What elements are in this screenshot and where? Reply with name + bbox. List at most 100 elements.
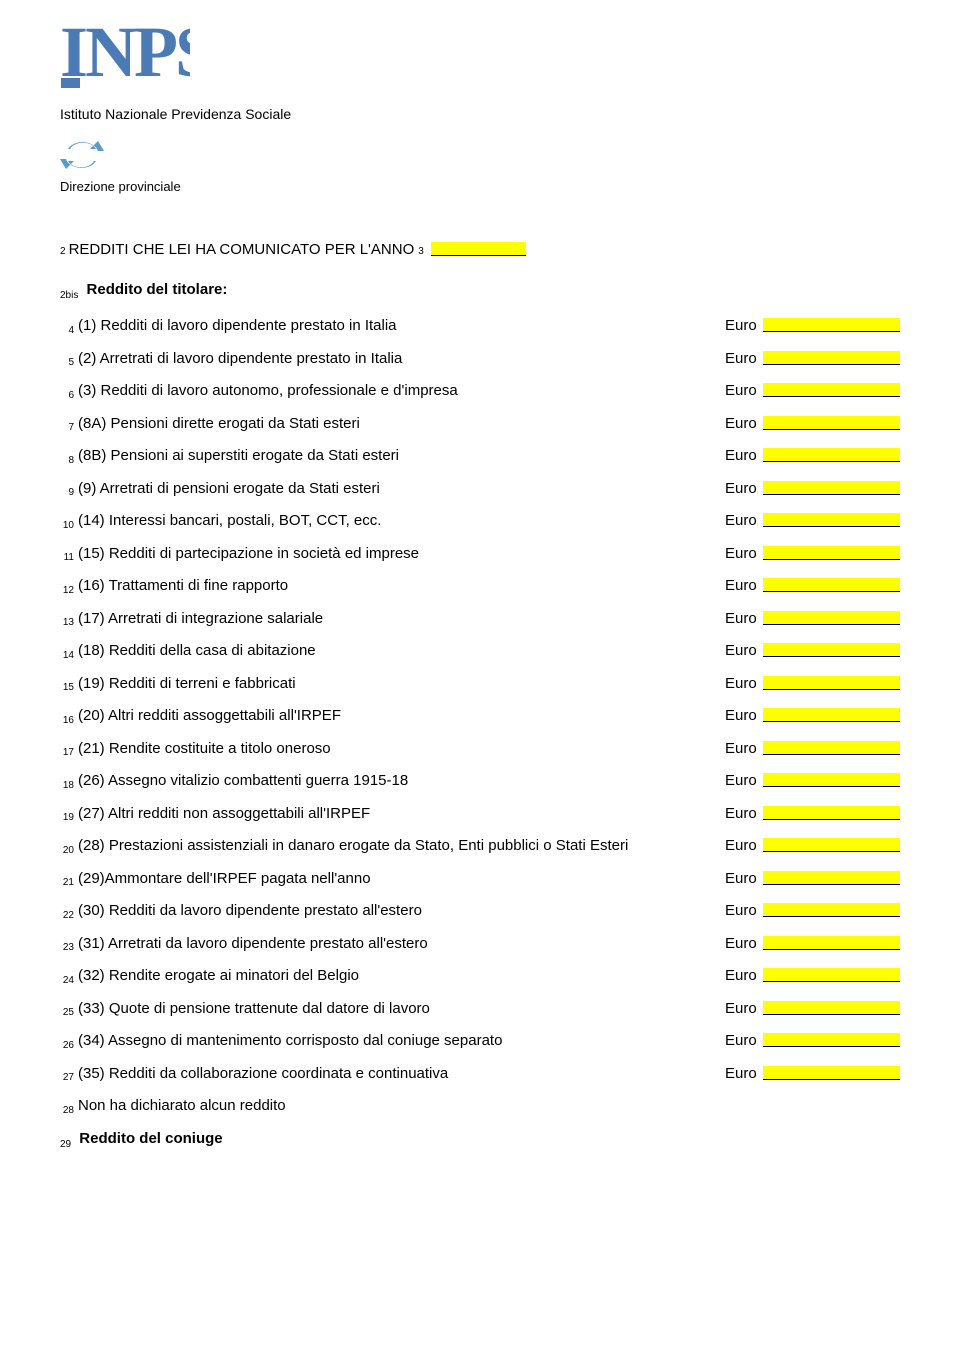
- euro-column: Euro: [725, 478, 900, 501]
- institute-subtitle: Istituto Nazionale Previdenza Sociale: [60, 104, 900, 125]
- row-label: (26) Assegno vitalizio combattenti guerr…: [78, 770, 725, 793]
- euro-label: Euro: [725, 510, 757, 533]
- amount-field[interactable]: [763, 968, 900, 982]
- amount-field[interactable]: [763, 741, 900, 755]
- income-row: 13(17) Arretrati di integrazione salaria…: [60, 608, 900, 631]
- direzione-label: Direzione provinciale: [60, 177, 900, 197]
- inps-logo-svg: INPS: [60, 20, 190, 90]
- amount-field[interactable]: [763, 416, 900, 430]
- row-label: (31) Arretrati da lavoro dipendente pres…: [78, 933, 725, 956]
- amount-field[interactable]: [763, 806, 900, 820]
- recycle-arrows-icon: [60, 135, 104, 175]
- euro-column: Euro: [725, 640, 900, 663]
- euro-column: Euro: [725, 1063, 900, 1086]
- amount-field[interactable]: [763, 383, 900, 397]
- row-subscript: 4: [60, 323, 78, 338]
- row-label: (8A) Pensioni dirette erogati da Stati e…: [78, 413, 725, 436]
- amount-field[interactable]: [763, 643, 900, 657]
- section-coniuge: 29 Reddito del coniuge: [60, 1128, 900, 1152]
- row-label: (9) Arretrati di pensioni erogate da Sta…: [78, 478, 725, 501]
- row-label: (28) Prestazioni assistenziali in danaro…: [78, 835, 725, 858]
- income-row: 19(27) Altri redditi non assoggettabili …: [60, 803, 900, 826]
- row-subscript: 23: [60, 940, 78, 955]
- euro-column: Euro: [725, 543, 900, 566]
- anno-field[interactable]: [431, 242, 526, 256]
- amount-field[interactable]: [763, 318, 900, 332]
- row-subscript: 15: [60, 680, 78, 695]
- row-subscript: 9: [60, 485, 78, 500]
- amount-field[interactable]: [763, 546, 900, 560]
- euro-column: Euro: [725, 998, 900, 1021]
- amount-field[interactable]: [763, 708, 900, 722]
- euro-label: Euro: [725, 998, 757, 1021]
- euro-column: Euro: [725, 445, 900, 468]
- amount-field[interactable]: [763, 676, 900, 690]
- income-row: 26(34) Assegno di mantenimento corrispos…: [60, 1030, 900, 1053]
- amount-field[interactable]: [763, 903, 900, 917]
- income-row: 18(26) Assegno vitalizio combattenti gue…: [60, 770, 900, 793]
- title-suffix-num: 3: [418, 244, 424, 259]
- row-subscript: 5: [60, 355, 78, 370]
- amount-field[interactable]: [763, 513, 900, 527]
- row-subscript: 6: [60, 388, 78, 403]
- amount-field[interactable]: [763, 838, 900, 852]
- row-subscript: 26: [60, 1038, 78, 1053]
- row-subscript: 25: [60, 1005, 78, 1020]
- income-row: 7(8A) Pensioni dirette erogati da Stati …: [60, 413, 900, 436]
- amount-field[interactable]: [763, 611, 900, 625]
- row-subscript: 13: [60, 615, 78, 630]
- amount-field[interactable]: [763, 1033, 900, 1047]
- euro-column: Euro: [725, 413, 900, 436]
- amount-field[interactable]: [763, 1066, 900, 1080]
- income-row: 16(20) Altri redditi assoggettabili all'…: [60, 705, 900, 728]
- row-label: (8B) Pensioni ai superstiti erogate da S…: [78, 445, 725, 468]
- euro-label: Euro: [725, 348, 757, 371]
- euro-label: Euro: [725, 673, 757, 696]
- euro-label: Euro: [725, 315, 757, 338]
- euro-label: Euro: [725, 543, 757, 566]
- amount-field[interactable]: [763, 448, 900, 462]
- amount-field[interactable]: [763, 1001, 900, 1015]
- euro-label: Euro: [725, 868, 757, 891]
- euro-column: Euro: [725, 380, 900, 403]
- income-row: 23(31) Arretrati da lavoro dipendente pr…: [60, 933, 900, 956]
- row-subscript: 16: [60, 713, 78, 728]
- euro-label: Euro: [725, 575, 757, 598]
- income-row: 28Non ha dichiarato alcun reddito: [60, 1095, 900, 1118]
- income-row: 12(16) Trattamenti di fine rapportoEuro: [60, 575, 900, 598]
- income-row: 10(14) Interessi bancari, postali, BOT, …: [60, 510, 900, 533]
- income-row: 6(3) Redditi di lavoro autonomo, profess…: [60, 380, 900, 403]
- amount-field[interactable]: [763, 481, 900, 495]
- row-label: (20) Altri redditi assoggettabili all'IR…: [78, 705, 725, 728]
- euro-label: Euro: [725, 1030, 757, 1053]
- euro-column: Euro: [725, 705, 900, 728]
- income-row: 11(15) Redditi di partecipazione in soci…: [60, 543, 900, 566]
- row-label: (18) Redditi della casa di abitazione: [78, 640, 725, 663]
- row-label: (30) Redditi da lavoro dipendente presta…: [78, 900, 725, 923]
- row-label: (27) Altri redditi non assoggettabili al…: [78, 803, 725, 826]
- euro-column: Euro: [725, 835, 900, 858]
- euro-column: Euro: [725, 575, 900, 598]
- row-label: Non ha dichiarato alcun reddito: [78, 1095, 900, 1118]
- amount-field[interactable]: [763, 936, 900, 950]
- euro-label: Euro: [725, 445, 757, 468]
- row-label: (34) Assegno di mantenimento corrisposto…: [78, 1030, 725, 1053]
- amount-field[interactable]: [763, 578, 900, 592]
- section-titolare: 2bis Reddito del titolare:: [60, 279, 900, 303]
- amount-field[interactable]: [763, 351, 900, 365]
- row-subscript: 7: [60, 420, 78, 435]
- income-row: 17(21) Rendite costituite a titolo onero…: [60, 738, 900, 761]
- row-subscript: 22: [60, 908, 78, 923]
- euro-label: Euro: [725, 835, 757, 858]
- income-row: 5(2) Arretrati di lavoro dipendente pres…: [60, 348, 900, 371]
- row-subscript: 18: [60, 778, 78, 793]
- euro-label: Euro: [725, 705, 757, 728]
- income-row: 24(32) Rendite erogate ai minatori del B…: [60, 965, 900, 988]
- amount-field[interactable]: [763, 871, 900, 885]
- row-label: (3) Redditi di lavoro autonomo, professi…: [78, 380, 725, 403]
- amount-field[interactable]: [763, 773, 900, 787]
- row-label: (35) Redditi da collaborazione coordinat…: [78, 1063, 725, 1086]
- row-label: (16) Trattamenti di fine rapporto: [78, 575, 725, 598]
- income-rows: 4(1) Redditi di lavoro dipendente presta…: [60, 315, 900, 1118]
- row-subscript: 19: [60, 810, 78, 825]
